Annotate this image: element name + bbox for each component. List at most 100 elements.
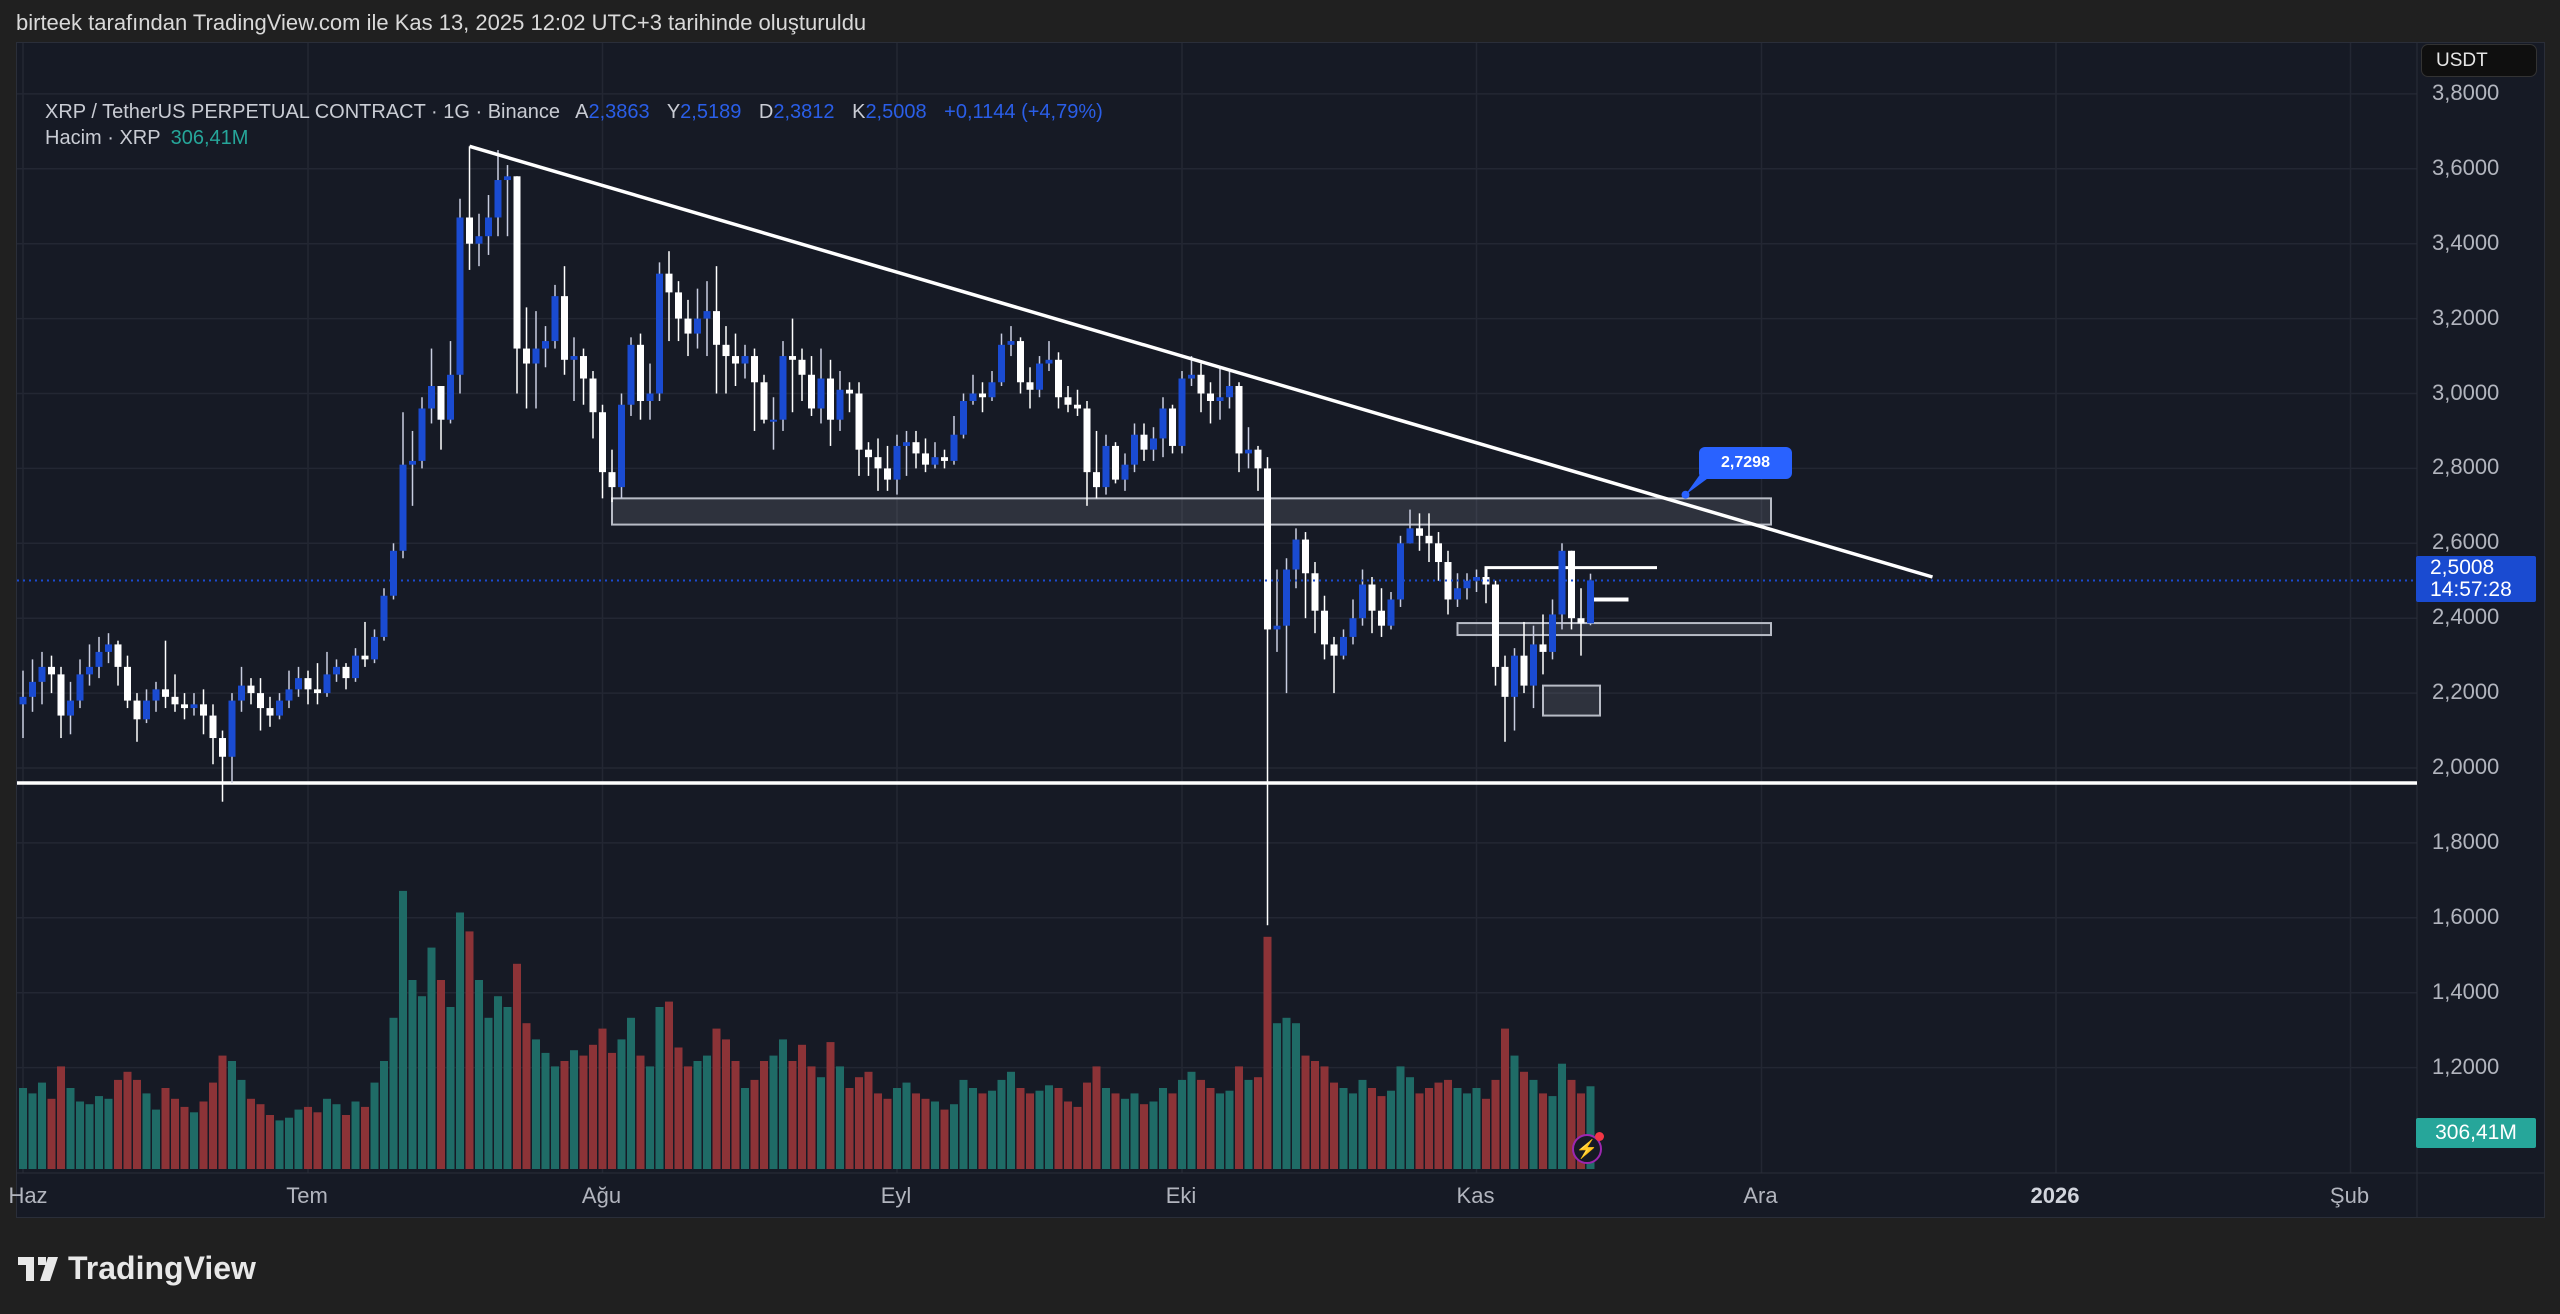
candle-body bbox=[675, 292, 682, 319]
time-axis-label: Tem bbox=[286, 1183, 328, 1208]
candle-body bbox=[1140, 434, 1148, 450]
volume-bar bbox=[1102, 1088, 1110, 1169]
candle-body bbox=[1406, 528, 1414, 544]
candle-body bbox=[1197, 374, 1205, 394]
candle-body bbox=[1463, 580, 1471, 589]
candle-body bbox=[1112, 445, 1119, 480]
volume-bar bbox=[1377, 1096, 1386, 1169]
volume-bar bbox=[1567, 1079, 1576, 1169]
chart-panel[interactable]: XRP / TetherUS PERPETUAL CONTRACT · 1G ·… bbox=[16, 42, 2545, 1218]
volume-bar bbox=[247, 1098, 255, 1169]
candle-body bbox=[1131, 434, 1138, 465]
price-axis-label: 3,8000 bbox=[2432, 79, 2500, 105]
candle-body bbox=[1330, 644, 1338, 656]
volume-bar bbox=[570, 1050, 578, 1169]
volume-bar bbox=[1254, 1077, 1262, 1169]
candle-body bbox=[95, 651, 103, 667]
currency-button[interactable]: USDT bbox=[2421, 44, 2537, 77]
candle-body bbox=[1311, 573, 1319, 611]
candle-body bbox=[1207, 393, 1214, 401]
candle-body bbox=[152, 689, 160, 701]
candle-body bbox=[893, 445, 901, 480]
candle-body bbox=[399, 464, 407, 551]
volume-bar bbox=[161, 1088, 170, 1169]
candle-body bbox=[67, 700, 74, 716]
candle-body bbox=[485, 217, 492, 237]
volume-bar bbox=[437, 980, 445, 1169]
candle-body bbox=[637, 344, 644, 401]
candle-body bbox=[542, 341, 549, 349]
candle-body bbox=[219, 738, 226, 757]
zone-lower bbox=[1456, 622, 1772, 637]
volume-bar bbox=[1130, 1093, 1139, 1169]
candle-body bbox=[1577, 618, 1585, 624]
lightning-icon[interactable]: ⚡ bbox=[1572, 1132, 1604, 1164]
price-chart[interactable] bbox=[17, 43, 2545, 1218]
volume-bar bbox=[389, 1017, 398, 1169]
candle-body bbox=[665, 273, 673, 293]
volume-bar bbox=[1016, 1088, 1025, 1169]
candle-body bbox=[86, 666, 93, 675]
zone-upper bbox=[611, 497, 1772, 526]
volume-bar bbox=[988, 1090, 996, 1169]
symbol-title[interactable]: XRP / TetherUS PERPETUAL CONTRACT · 1G ·… bbox=[45, 101, 560, 123]
candle-body bbox=[285, 689, 293, 701]
volume-bar bbox=[1187, 1071, 1196, 1169]
candle-body bbox=[428, 386, 435, 409]
time-axis-label: Şub bbox=[2329, 1183, 2370, 1208]
candle-body bbox=[903, 442, 910, 446]
volume-bar bbox=[1529, 1079, 1538, 1169]
volume-bar bbox=[817, 1077, 825, 1169]
volume-bar bbox=[1444, 1079, 1452, 1169]
tradingview-logo-icon bbox=[18, 1256, 58, 1281]
candle-body bbox=[1549, 614, 1556, 652]
candle-body bbox=[19, 696, 27, 705]
time-axis-label: Ara bbox=[1743, 1183, 1778, 1208]
volume-bar bbox=[969, 1088, 977, 1169]
candle-body bbox=[1007, 341, 1015, 345]
candle-body bbox=[266, 708, 274, 716]
volume-label[interactable]: Hacim · XRP bbox=[45, 127, 161, 149]
volume-bar bbox=[551, 1066, 559, 1169]
candle-body bbox=[960, 400, 967, 435]
volume-bar bbox=[1140, 1104, 1148, 1169]
candle-body bbox=[76, 674, 84, 701]
candle-body bbox=[1520, 655, 1528, 686]
volume-bar bbox=[522, 1023, 531, 1169]
volume-bar bbox=[1263, 936, 1272, 1169]
candle-body bbox=[323, 674, 331, 694]
high-value: 2,5189 bbox=[680, 101, 742, 123]
candle-body bbox=[760, 382, 768, 420]
tradingview-logo: TradingView bbox=[18, 1250, 256, 1287]
candle-body bbox=[342, 666, 350, 679]
volume-bar bbox=[693, 1061, 702, 1169]
time-axis-label: Eki bbox=[1165, 1183, 1197, 1208]
volume-bar bbox=[399, 890, 407, 1169]
candle-body bbox=[618, 404, 625, 488]
volume-bar bbox=[361, 1106, 369, 1169]
volume-bar bbox=[475, 980, 483, 1169]
candle-body bbox=[361, 655, 369, 660]
volume-bar bbox=[19, 1088, 27, 1169]
volume-bar bbox=[1586, 1086, 1595, 1169]
price-axis-label: 2,4000 bbox=[2432, 604, 2500, 630]
candle-body bbox=[798, 359, 806, 375]
candle-body bbox=[475, 236, 483, 244]
price-axis-label: 3,2000 bbox=[2432, 304, 2500, 330]
low-value: 2,3812 bbox=[773, 101, 835, 123]
candle-body bbox=[1074, 404, 1081, 409]
volume-bar bbox=[446, 1007, 455, 1169]
trendline bbox=[469, 144, 1933, 579]
candle-body bbox=[1539, 644, 1547, 652]
volume-bar bbox=[845, 1088, 854, 1169]
candle-body bbox=[1245, 449, 1252, 454]
volume-bar bbox=[855, 1077, 863, 1169]
price-callout[interactable]: 2,7298 bbox=[1699, 447, 1792, 479]
candle-body bbox=[732, 356, 739, 364]
candle-body bbox=[836, 389, 844, 420]
volume-bar bbox=[627, 1017, 635, 1169]
volume-bar bbox=[1282, 1017, 1291, 1169]
volume-bar bbox=[684, 1066, 692, 1169]
volume-bar bbox=[950, 1104, 958, 1169]
candle-body bbox=[228, 700, 236, 757]
